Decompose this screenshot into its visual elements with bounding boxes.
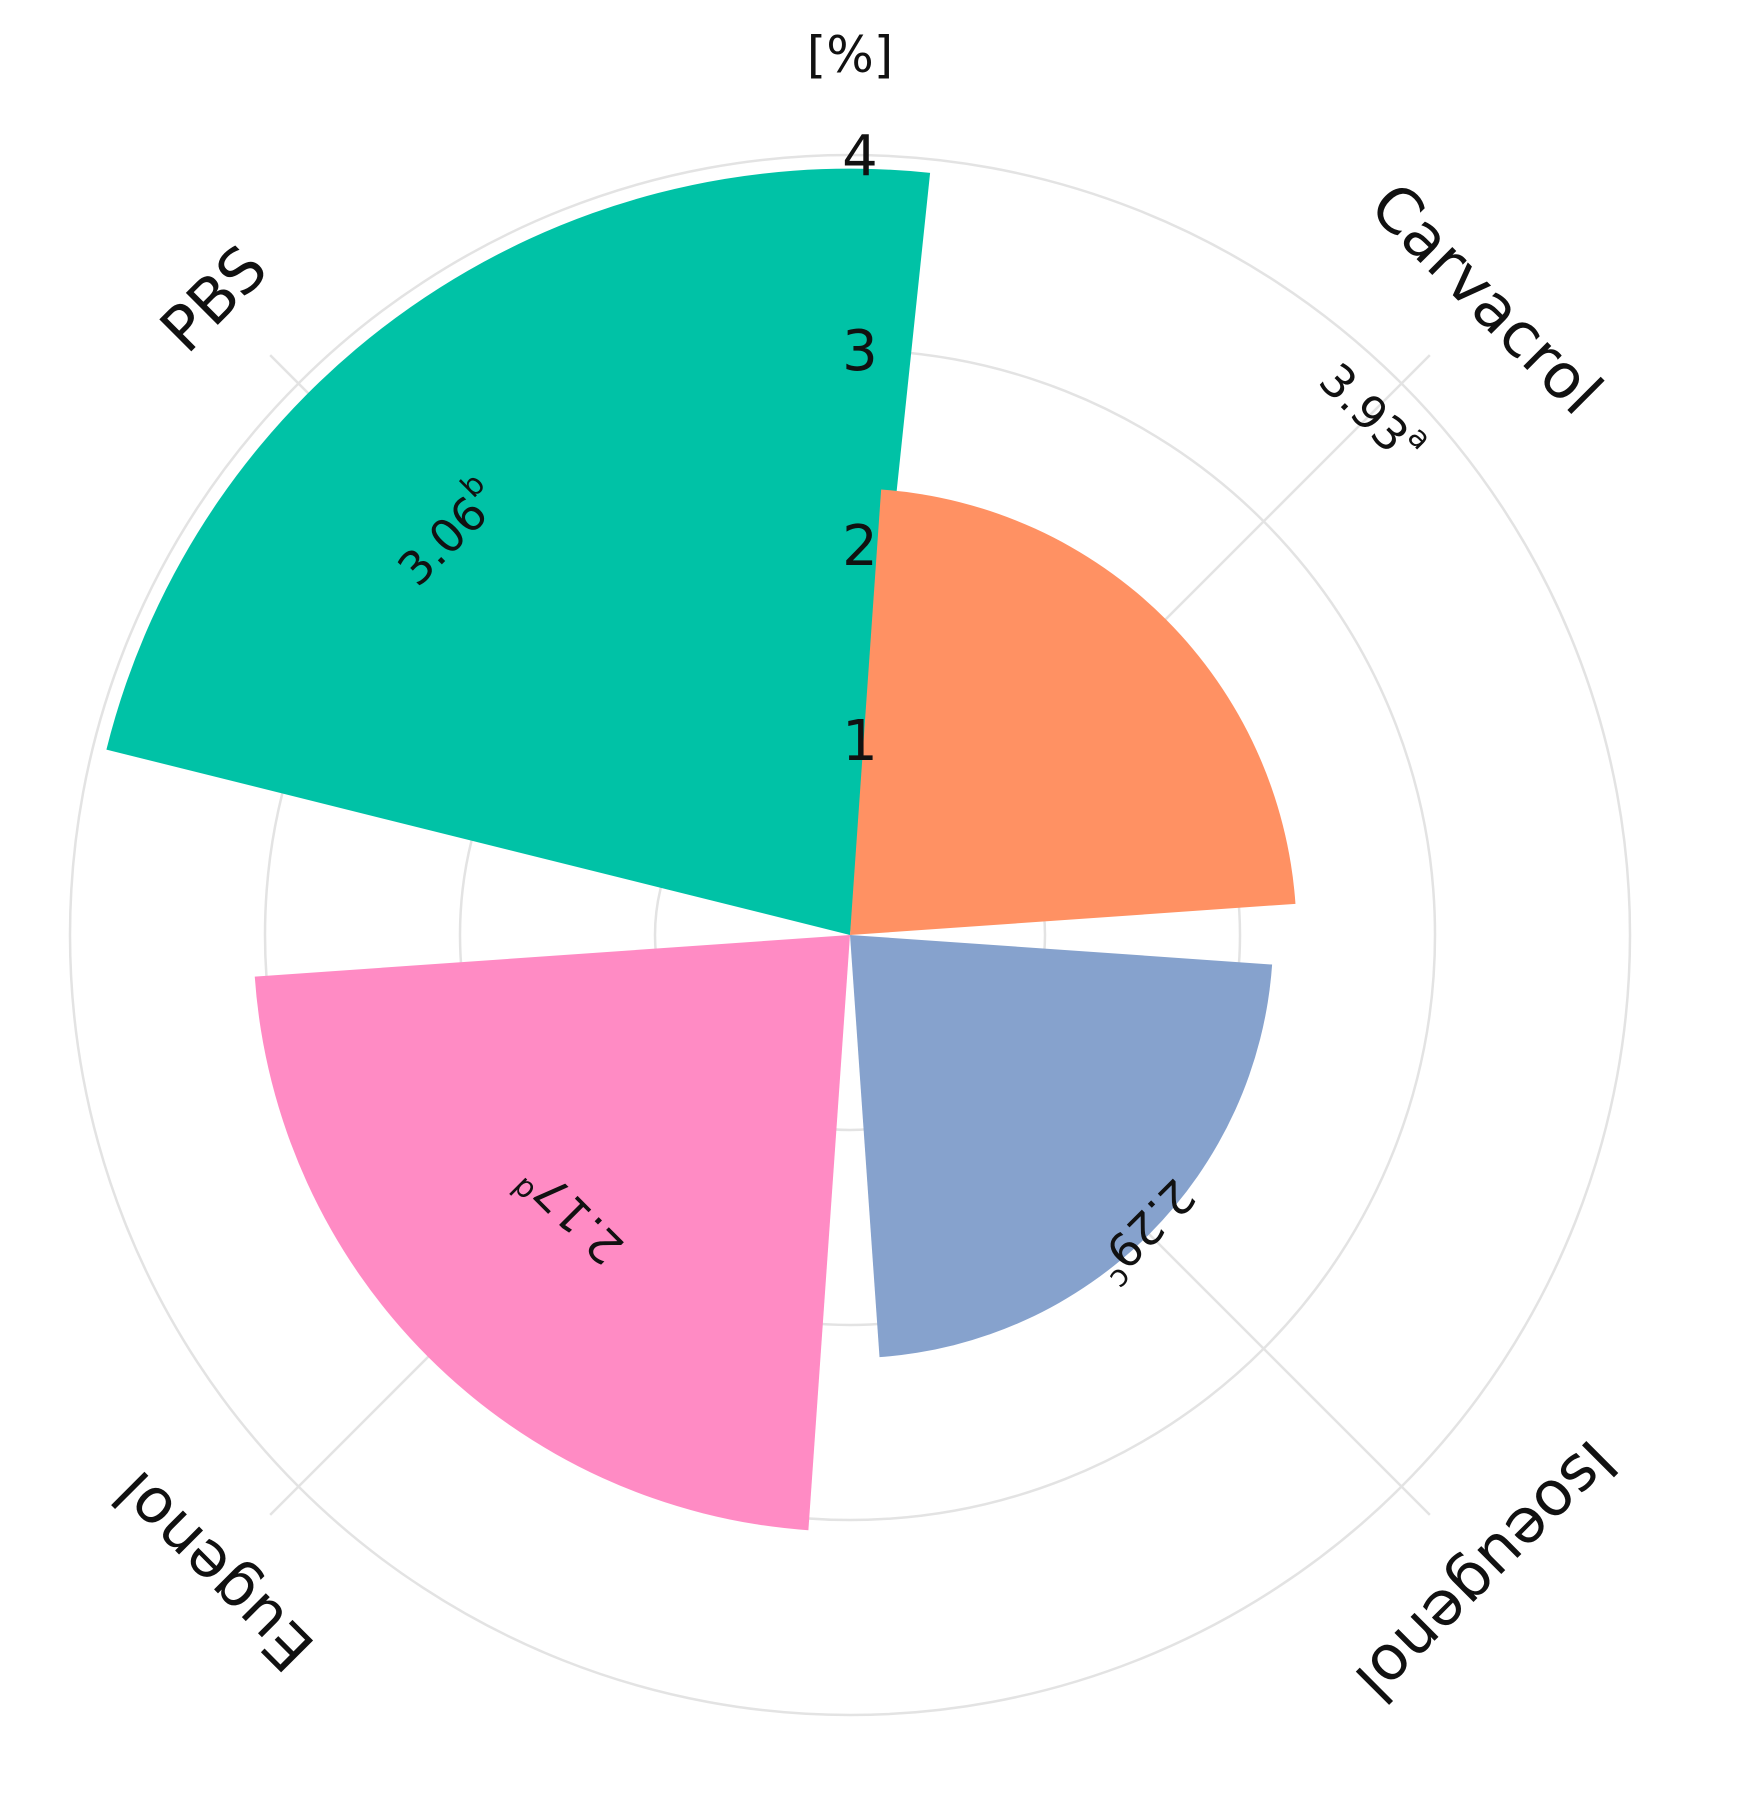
bar-isoeugenol [850,489,1296,935]
radial-tick-label-4: 4 [842,124,878,189]
bar-carvacrol [106,168,931,935]
radial-tick-layer: 1 2 3 4 [842,124,878,774]
radial-tick-label-1: 1 [842,709,878,774]
unit-label: [%] [807,26,894,84]
bar-pbs [254,935,850,1531]
category-label-pbs: PBS [146,231,281,366]
radial-tick-label-2: 2 [842,514,878,579]
bar-eugenol [850,935,1273,1358]
radial-tick-label-3: 3 [842,319,878,384]
bar-layer [106,168,1296,1531]
grid-circle-4 [68,153,1632,1717]
